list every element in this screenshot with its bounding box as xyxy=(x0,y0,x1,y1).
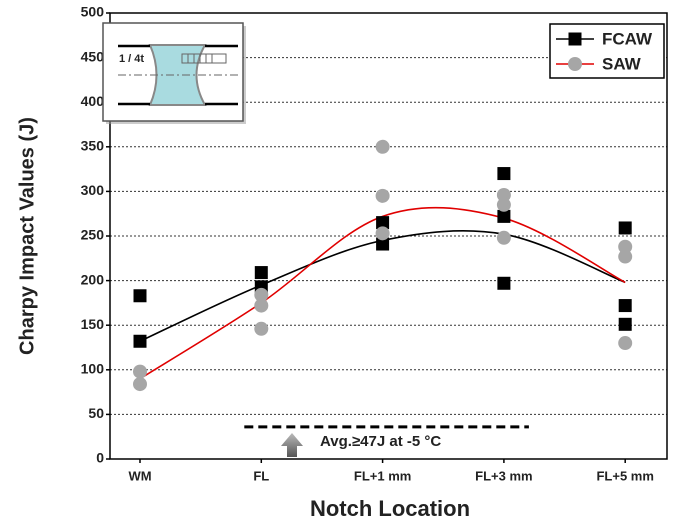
legend-label: SAW xyxy=(602,54,642,73)
y-tick-label: 400 xyxy=(81,93,105,109)
marker xyxy=(497,167,511,181)
marker xyxy=(254,321,269,336)
marker xyxy=(375,226,390,241)
x-tick-label: FL+5 mm xyxy=(596,468,653,483)
legend-label: FCAW xyxy=(602,29,653,48)
inset-label: 1 / 4t xyxy=(119,53,144,65)
marker xyxy=(133,377,147,392)
y-tick-label: 200 xyxy=(81,271,105,287)
marker xyxy=(497,276,511,290)
legend-marker xyxy=(568,32,582,46)
marker xyxy=(254,266,268,280)
y-tick-label: 100 xyxy=(81,361,105,377)
marker xyxy=(375,188,390,203)
plot-frame xyxy=(109,12,668,460)
legend-marker xyxy=(568,57,582,71)
marker xyxy=(496,187,511,202)
marker xyxy=(254,298,269,313)
marker xyxy=(133,289,147,303)
marker xyxy=(376,216,390,230)
marker xyxy=(618,221,632,235)
y-tick-label: 300 xyxy=(81,182,105,198)
marker xyxy=(618,239,633,254)
y-tick-label: 450 xyxy=(81,48,105,64)
y-tick-label: 0 xyxy=(96,450,104,466)
inset-diagram: 1 / 4t xyxy=(102,22,246,124)
x-tick-label: FL+1 mm xyxy=(354,468,411,483)
y-tick-label: 350 xyxy=(81,138,105,154)
marker xyxy=(254,287,269,302)
x-tick-label: FL xyxy=(253,468,269,483)
x-tick-label: WM xyxy=(128,468,151,483)
x-axis-label: Notch Location xyxy=(310,496,470,521)
marker xyxy=(618,336,633,351)
marker xyxy=(133,364,147,379)
marker xyxy=(375,139,390,154)
x-tick-label: FL+3 mm xyxy=(475,468,532,483)
marker xyxy=(133,334,147,348)
y-axis-label: Charpy Impact Values (J) xyxy=(16,117,38,355)
marker xyxy=(497,209,511,223)
marker xyxy=(618,249,633,264)
y-tick-label: 500 xyxy=(81,4,105,20)
marker xyxy=(496,197,511,212)
y-tick-label: 150 xyxy=(81,316,105,332)
annotation: Avg.≥47J at -5 °C xyxy=(320,433,441,450)
y-tick-label: 250 xyxy=(81,227,105,243)
marker xyxy=(376,237,390,251)
marker xyxy=(496,230,511,245)
y-tick-label: 50 xyxy=(88,405,104,421)
marker xyxy=(618,317,632,331)
marker xyxy=(618,299,632,313)
annotation-arrow xyxy=(281,433,303,457)
